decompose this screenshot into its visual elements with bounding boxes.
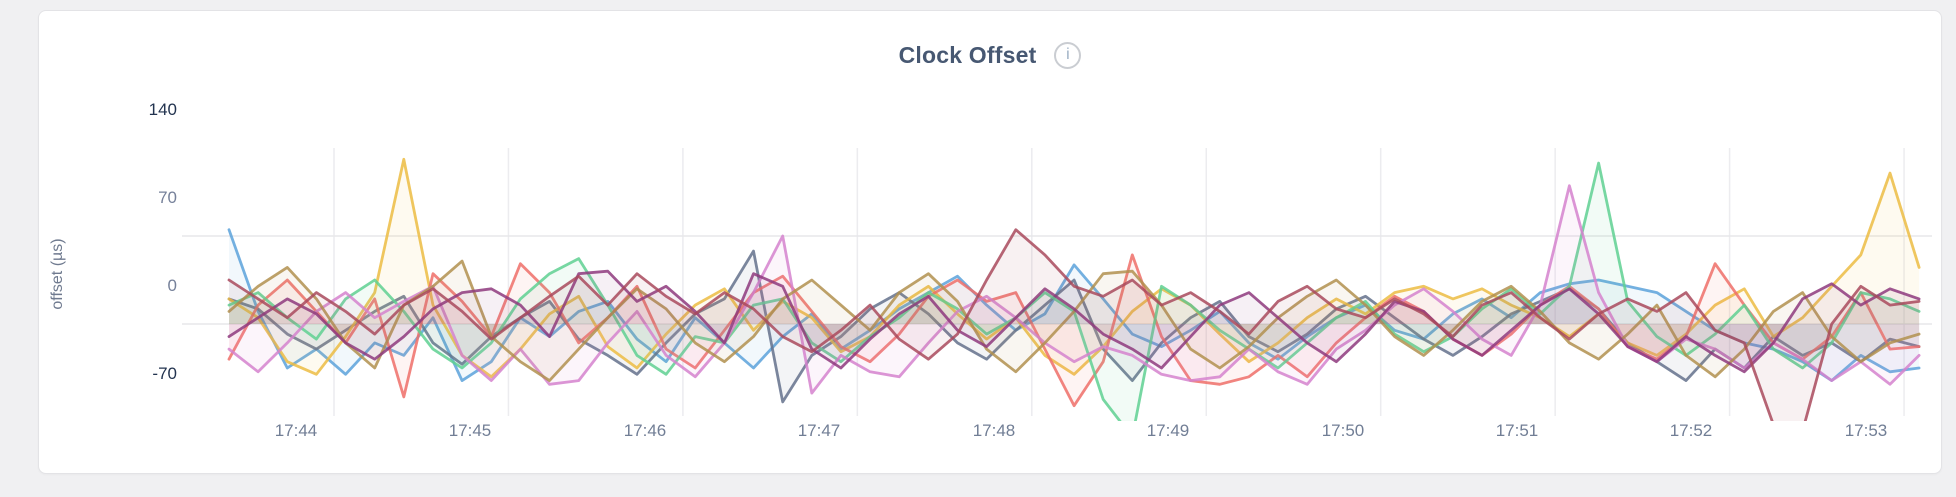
chart-card: Clock Offset i offset (µs) 140 70 0 -70 … [38, 10, 1942, 474]
x-tick-1753: 17:53 [1844, 421, 1888, 440]
chart-title: Clock Offset [898, 41, 1037, 68]
series-area [229, 229, 1920, 421]
x-tick-1750: 17:50 [1321, 421, 1365, 440]
clock-offset-chart[interactable] [39, 11, 1956, 497]
x-tick-1745: 17:45 [448, 421, 492, 440]
x-tick-1746: 17:46 [623, 421, 667, 440]
x-tick-1744: 17:44 [274, 421, 318, 440]
series-line [227, 228, 1921, 382]
series-area [229, 271, 1920, 372]
info-icon[interactable]: i [1054, 41, 1082, 69]
x-tick-1752: 17:52 [1669, 421, 1713, 440]
y-tick-140: 140 [148, 100, 177, 119]
series-area [229, 261, 1920, 381]
y-tick-0: 0 [167, 276, 177, 295]
x-tick-1749: 17:49 [1146, 421, 1190, 440]
y-tick-neg70: -70 [152, 364, 177, 383]
series-line [227, 269, 1921, 374]
series-area [229, 163, 1920, 421]
info-icon-glyph: i [1066, 46, 1070, 63]
series-line [227, 259, 1921, 382]
series-area [229, 254, 1920, 406]
x-tick-1747: 17:47 [797, 421, 841, 440]
x-tick-1751: 17:51 [1495, 421, 1539, 440]
series-area [229, 159, 1920, 377]
series-area [229, 229, 1920, 381]
series-line [227, 228, 1921, 421]
chart-header: Clock Offset i [39, 33, 1941, 77]
y-tick-70: 70 [158, 188, 177, 207]
x-tick-1748: 17:48 [972, 421, 1016, 440]
